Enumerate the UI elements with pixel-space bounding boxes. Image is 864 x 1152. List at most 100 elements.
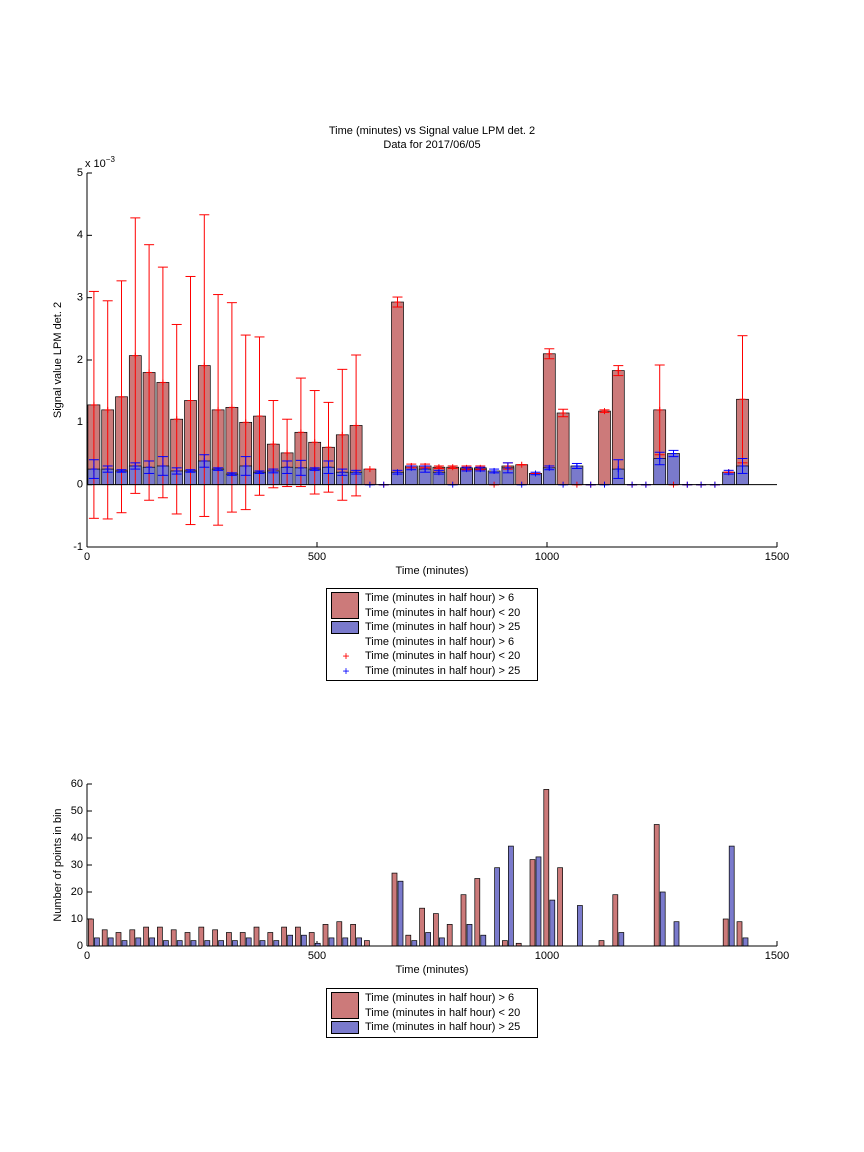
x-axis-label: Time (minutes): [396, 964, 469, 976]
error-bar: [144, 460, 155, 474]
bar: [115, 932, 122, 947]
error-bar: [613, 459, 624, 479]
bar: [322, 924, 329, 947]
error-bar: [213, 294, 224, 526]
bar: [226, 932, 232, 947]
bar: [659, 891, 666, 947]
y-tick-label: -1: [73, 541, 83, 553]
bar: [439, 937, 445, 947]
bar: [287, 934, 293, 947]
error-bar: [226, 472, 237, 476]
x-tick-label: 0: [84, 551, 90, 563]
y-tick-label: 30: [71, 859, 83, 871]
bar: [121, 940, 128, 947]
y-axis-label: Number of points in bin: [52, 808, 64, 921]
legend-label: Time (minutes in half hour) > 25: [365, 1021, 521, 1033]
bar: [184, 932, 191, 947]
bar: [212, 929, 218, 947]
x-tick-label: 500: [308, 950, 326, 962]
y-multiplier-exponent: −3: [106, 155, 116, 164]
bar: [149, 937, 155, 947]
error-bar: [420, 465, 431, 473]
error-bar: [199, 454, 210, 468]
legend-swatch: [331, 592, 359, 619]
error-bar: [309, 390, 320, 495]
y-tick-label: 0: [77, 479, 83, 491]
bar: [612, 894, 619, 947]
bar: [543, 789, 550, 947]
bar: [101, 929, 108, 947]
bar: [425, 932, 431, 947]
error-bar: [282, 460, 293, 474]
bar: [480, 934, 487, 947]
legend-label: Time (minutes in half hour) > 25: [365, 664, 521, 677]
bar: [364, 940, 370, 947]
bar: [94, 937, 100, 947]
error-bar: [254, 336, 265, 496]
bar: [328, 937, 335, 947]
error-bar: [668, 449, 679, 458]
error-bar: [558, 408, 569, 418]
y-multiplier: x 10−3: [85, 155, 115, 170]
bar: [460, 894, 467, 947]
bar: [267, 932, 274, 947]
chart-title: Time (minutes) vs Signal value LPM det. …: [329, 125, 535, 137]
bar: [667, 453, 680, 486]
bar: [157, 926, 163, 947]
y-tick-label: 1: [77, 416, 83, 428]
bar: [163, 940, 169, 947]
bar: [190, 940, 197, 947]
bar: [405, 934, 412, 947]
y-tick-label: 10: [71, 913, 83, 925]
legend-label: Time (minutes in half hour) > 6 Time (mi…: [365, 992, 521, 1019]
error-bar: [737, 457, 748, 474]
chart-subtitle: Data for 2017/06/05: [383, 139, 480, 151]
error-bar: [240, 334, 251, 511]
bar: [342, 937, 349, 947]
y-tick-label: 0: [77, 940, 83, 952]
y-tick-label: 40: [71, 832, 83, 844]
bar: [742, 937, 749, 947]
bar: [446, 924, 453, 947]
bar: [508, 845, 514, 947]
error-bar: [88, 459, 99, 479]
bar: [529, 859, 536, 947]
y-tick-label: 5: [77, 167, 83, 179]
error-bar: [406, 465, 417, 471]
y-axis-label: Signal value LPM det. 2: [52, 302, 64, 418]
error-bar: [323, 401, 334, 493]
x-tick-label: 0: [84, 950, 90, 962]
bar: [391, 872, 398, 947]
bar: [494, 867, 500, 947]
bar: [301, 934, 307, 947]
bar: [204, 940, 211, 947]
bar: [577, 905, 583, 947]
bar: [391, 301, 404, 486]
error-bar: [171, 323, 182, 515]
bar: [598, 940, 605, 947]
bar: [411, 940, 418, 947]
bar: [232, 940, 238, 947]
bar: [218, 940, 224, 947]
bar: [245, 937, 252, 947]
error-bar: [295, 459, 306, 476]
error-bar: [254, 470, 265, 474]
bar: [397, 880, 404, 947]
bar: [502, 940, 508, 947]
bar: [273, 940, 280, 947]
bar: [673, 921, 680, 947]
bar: [88, 918, 94, 947]
bar: [170, 929, 177, 947]
x-tick-label: 1000: [535, 950, 559, 962]
legend-swatch: [331, 992, 359, 1019]
bar: [176, 940, 183, 947]
legend-entry: Time (minutes in half hour) > 6 Time (mi…: [331, 991, 533, 1020]
bar: [198, 926, 205, 947]
error-bar: [240, 456, 251, 476]
bar: [295, 926, 301, 947]
y-tick-label: 60: [71, 778, 83, 790]
bar: [653, 824, 660, 947]
bar: [466, 924, 473, 947]
error-bar: [102, 465, 113, 473]
bar: [281, 926, 287, 947]
